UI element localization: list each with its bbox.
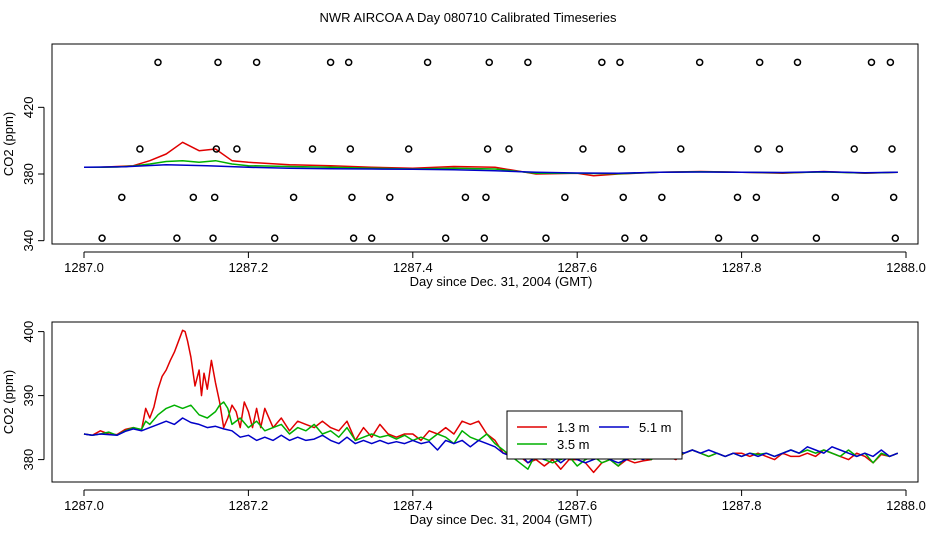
top-reference-point [755,58,764,67]
top-reference-point [214,58,222,67]
figure-title: NWR AIRCOA A Day 080710 Calibrated Times… [320,10,617,25]
top-reference-point [233,145,241,153]
top-reference-point [289,193,298,202]
top-reference-point [483,145,492,153]
legend: 1.3 m 5.1 m 3.5 m [506,410,683,460]
top-reference-point [542,234,550,242]
top-reference-point [118,193,126,202]
top-y-axis-title: CO2 (ppm) [1,112,16,176]
top-y-tick-label: 340 [21,230,36,252]
top-reference-point [461,193,470,202]
top-reference-point [346,145,355,153]
top-reference-point [485,58,493,67]
top-reference-point [154,58,162,67]
bottom-y-tick-label: 400 [21,321,36,343]
top-reference-point [891,234,900,242]
top-reference-point [270,234,279,242]
top-x-tick-label: 1287.2 [229,260,269,275]
top-x-tick-label: 1288.0 [886,260,926,275]
top-reference-point [423,58,432,67]
top-reference-point [98,234,106,242]
top-reference-point [752,193,761,202]
top-reference-point [598,58,606,67]
top-reference-point [617,145,626,153]
top-reference-point [579,145,587,153]
top-y-tick-label: 420 [21,96,36,118]
top-reference-point [348,193,356,202]
top-reference-point [888,145,896,153]
top-reference-point [619,193,627,202]
top-reference-point [793,58,802,67]
top-x-tick-label: 1287.0 [64,260,104,275]
top-reference-point [344,58,353,67]
top-reference-point [173,234,181,242]
top-reference-point [751,234,759,242]
top-reference-point [775,145,784,153]
top-reference-point [209,234,217,242]
top-reference-point [621,234,629,242]
top-reference-point [404,145,413,153]
top-x-axis-title: Day since Dec. 31, 2004 (GMT) [410,274,593,289]
bottom-y-tick-label: 380 [21,449,36,471]
bottom-panel: 1287.0 1287.2 1287.4 1287.6 1287.8 1288.0 Day … [1,321,926,527]
top-reference-point [695,58,704,67]
bottom-y-axis-title: CO2 (ppm) [1,370,16,434]
bottom-x-tick-label: 1287.4 [393,498,433,513]
top-reference-point [480,234,489,242]
top-reference-point [386,193,394,202]
top-x-tick-label: 1287.4 [393,260,433,275]
legend-label: 3.5 m [557,437,590,452]
bottom-y-tick-label: 390 [21,385,36,407]
top-reference-point [367,234,376,242]
bottom-x-tick-label: 1287.0 [64,498,104,513]
top-plot-frame [51,43,919,245]
top-reference-point [505,145,513,153]
bottom-series-line-1-3-m [83,329,899,474]
top-reference-point [308,145,317,153]
top-x-tick-label: 1287.8 [722,260,762,275]
top-reference-point [889,193,898,202]
top-reference-point [252,58,261,67]
bottom-x-tick-label: 1287.6 [557,498,597,513]
top-reference-point [482,193,490,202]
top-reference-point [326,58,335,67]
top-panel: 1287.0 1287.2 1287.4 1287.6 1287.8 1288.0 Day … [1,43,926,289]
bottom-x-tick-label: 1287.8 [722,498,762,513]
bottom-series-line-5-1-m [83,417,899,464]
top-reference-point [640,234,648,242]
top-reference-point [733,193,742,202]
top-reference-point [812,234,821,242]
top-reference-point [189,193,198,202]
top-y-tick-label: 380 [21,163,36,185]
top-reference-point [886,58,895,67]
top-reference-point [524,58,532,67]
top-reference-point [754,145,762,153]
top-reference-point [831,193,840,202]
bottom-x-tick-label: 1287.2 [229,498,269,513]
top-reference-point [136,145,144,153]
top-reference-point [441,234,450,242]
legend-label: 5.1 m [639,420,672,435]
legend-box [506,410,683,460]
top-reference-point [677,145,685,153]
legend-label: 1.3 m [557,420,590,435]
top-reference-point [561,193,569,202]
top-reference-point [212,145,221,153]
top-series-line-5-1-m [83,164,898,174]
top-reference-point [616,58,624,67]
top-reference-point [714,234,723,242]
top-reference-point [210,193,219,202]
bottom-x-tick-label: 1288.0 [886,498,926,513]
top-x-tick-label: 1287.6 [557,260,597,275]
top-reference-point [850,145,858,153]
top-reference-point [658,193,666,202]
top-reference-point [867,58,876,67]
bottom-plot-frame [51,321,919,483]
bottom-x-axis-title: Day since Dec. 31, 2004 (GMT) [410,512,593,527]
top-reference-point [349,234,358,242]
